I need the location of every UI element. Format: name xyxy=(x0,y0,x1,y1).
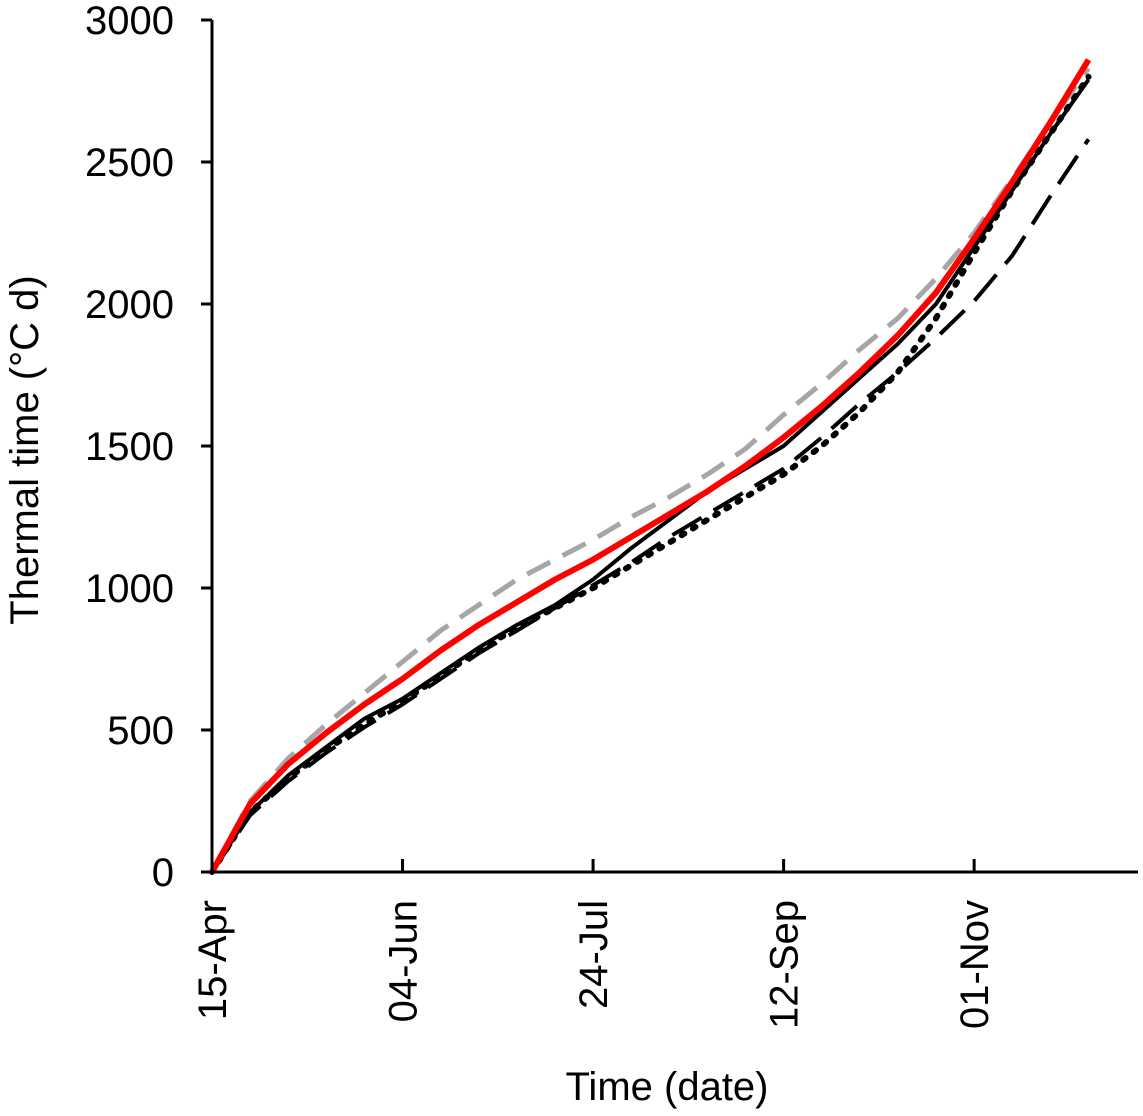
y-tick-label: 500 xyxy=(107,709,174,753)
series-line-1 xyxy=(209,58,1092,874)
x-tick-label: 04-Jun xyxy=(382,900,426,1022)
x-tick-label: 12-Sep xyxy=(763,900,807,1029)
x-tick-label: 15-Apr xyxy=(191,900,235,1020)
x-axis-title: Time (date) xyxy=(565,1065,768,1109)
series-line-3 xyxy=(209,73,1092,875)
x-ticks-group: 15-Apr 04-Jun 24-Jul 12-Sep 01-Nov xyxy=(191,859,997,1029)
x-tick-label: 24-Jul xyxy=(572,900,616,1009)
x-tick-label: 01-Nov xyxy=(953,900,997,1029)
y-tick-label: 3000 xyxy=(85,0,174,43)
y-tick-label: 1500 xyxy=(85,425,174,469)
series-line-0 xyxy=(209,66,1091,874)
y-ticks-group: 0 500 1000 1500 2000 2500 3000 xyxy=(85,0,212,895)
y-tick-label: 1000 xyxy=(85,567,174,611)
series-group xyxy=(209,58,1092,875)
y-axis-title: Thermal time (°C d) xyxy=(3,275,47,624)
y-tick-label: 0 xyxy=(152,851,174,895)
series-line-4 xyxy=(210,138,1091,874)
y-tick-label: 2500 xyxy=(85,141,174,185)
y-tick-label: 2000 xyxy=(85,283,174,327)
series-line-2 xyxy=(210,78,1091,874)
